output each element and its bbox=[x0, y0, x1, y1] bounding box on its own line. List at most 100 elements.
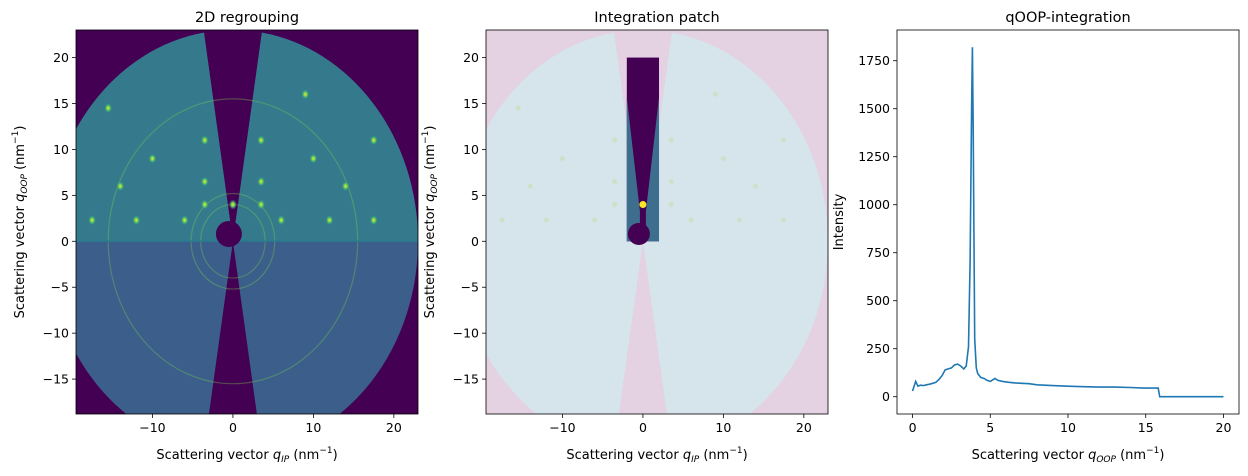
panel-integration-patch: −10 0 10 20 −15 −10 −5 0 5 10 15 20 Integration pat… bbox=[421, 10, 829, 465]
y-tick-label: −10 bbox=[43, 326, 69, 341]
x-axis-label: Scattering vector qIP (nm−1) bbox=[156, 446, 337, 465]
x-axis-label: Scattering vector qOOP (nm−1) bbox=[972, 446, 1165, 465]
diffraction-spot bbox=[277, 215, 286, 226]
axis-ticks: 0 5 10 15 20 0 250 500 750 1000 1250 1500 1750 bbox=[858, 53, 1231, 435]
faint-spot bbox=[612, 179, 618, 185]
axes-frame bbox=[485, 29, 829, 415]
y-axis-label: Scattering vector qOOP (nm−1) bbox=[11, 126, 30, 319]
x-tick-label: 0 bbox=[909, 420, 917, 435]
faint-spot bbox=[720, 156, 726, 162]
diffraction-spot bbox=[148, 153, 157, 164]
chart-title: 2D regrouping bbox=[195, 10, 299, 26]
x-tick-label: 0 bbox=[639, 420, 647, 435]
diffraction-spot bbox=[369, 215, 378, 226]
diffraction-spot bbox=[369, 135, 378, 146]
faint-spot bbox=[592, 217, 598, 223]
y-tick-label: 15 bbox=[463, 96, 479, 111]
faint-spot bbox=[781, 137, 787, 143]
x-tick-label: 15 bbox=[1138, 420, 1154, 435]
x-tick-label: 20 bbox=[1216, 420, 1232, 435]
diffraction-spot bbox=[88, 215, 97, 226]
x-tick-label: −10 bbox=[139, 420, 165, 435]
x-tick-label: 20 bbox=[386, 420, 402, 435]
diffraction-spot bbox=[104, 103, 113, 114]
diffraction-spot bbox=[180, 215, 189, 226]
faint-spot bbox=[781, 217, 787, 223]
y-tick-label: 10 bbox=[463, 142, 479, 157]
faint-spot bbox=[668, 202, 674, 208]
y-tick-label: 0 bbox=[882, 389, 890, 404]
y-tick-label: 500 bbox=[866, 293, 890, 308]
diffraction-spot bbox=[132, 215, 141, 226]
patch-image bbox=[486, 30, 828, 414]
diffraction-spot bbox=[116, 181, 125, 192]
diffraction-spot bbox=[257, 176, 266, 187]
patch-bright-spot bbox=[639, 201, 647, 209]
patch-data-left bbox=[626, 97, 640, 242]
beamstop bbox=[215, 220, 242, 247]
y-axis-label: Intensity bbox=[832, 193, 847, 250]
faint-spot bbox=[543, 217, 549, 223]
line-plot bbox=[911, 47, 1224, 398]
chart-title: Integration patch bbox=[594, 10, 719, 26]
y-tick-label: 750 bbox=[866, 245, 890, 260]
x-axis-label: Scattering vector qIP (nm−1) bbox=[566, 446, 747, 465]
y-tick-label: −15 bbox=[453, 372, 479, 387]
y-tick-label: −5 bbox=[51, 280, 69, 295]
y-tick-label: 250 bbox=[866, 341, 890, 356]
diffraction-spot bbox=[257, 199, 266, 210]
faint-spot bbox=[515, 105, 521, 111]
x-tick-label: 10 bbox=[1060, 420, 1076, 435]
axis-ticks: −10 0 10 20 −15 −10 −5 0 5 10 15 20 bbox=[453, 50, 812, 435]
y-tick-label: 20 bbox=[463, 50, 479, 65]
y-axis-label: Scattering vector qOOP (nm−1) bbox=[421, 126, 440, 319]
diffraction-spot bbox=[228, 199, 237, 210]
faint-spot bbox=[753, 183, 759, 189]
y-tick-label: −10 bbox=[453, 326, 479, 341]
x-tick-label: 0 bbox=[229, 420, 237, 435]
faint-spot bbox=[559, 156, 565, 162]
y-tick-label: 1000 bbox=[858, 197, 890, 212]
x-tick-label: 10 bbox=[715, 420, 731, 435]
scattering-image bbox=[76, 30, 418, 414]
y-tick-label: 0 bbox=[471, 234, 479, 249]
axes-frame bbox=[75, 29, 419, 415]
panel-qoop-integration: 0 5 10 15 20 0 250 500 750 1000 1250 1500 1750 qOOP-… bbox=[832, 10, 1240, 465]
diffraction-spot bbox=[309, 153, 318, 164]
faint-spot bbox=[712, 91, 718, 97]
y-tick-label: 5 bbox=[471, 188, 479, 203]
y-tick-label: 1750 bbox=[858, 53, 890, 68]
diffraction-spot bbox=[200, 135, 209, 146]
diffraction-spot bbox=[325, 215, 334, 226]
diffraction-spot bbox=[200, 199, 209, 210]
axis-ticks: −10 0 10 20 −15 −10 −5 0 5 10 15 20 bbox=[43, 50, 402, 435]
diffraction-spot bbox=[257, 135, 266, 146]
faint-spot bbox=[668, 179, 674, 185]
diffraction-spot bbox=[200, 176, 209, 187]
axes-frame bbox=[896, 29, 1240, 415]
x-tick-label: −10 bbox=[549, 420, 575, 435]
chart-title: qOOP-integration bbox=[1005, 10, 1130, 26]
y-tick-label: 15 bbox=[53, 96, 69, 111]
faint-spot bbox=[499, 217, 505, 223]
y-tick-label: 10 bbox=[53, 142, 69, 157]
panel-2d-regrouping: −10 0 10 20 −15 −10 −5 0 5 10 15 20 2D regrouping S… bbox=[11, 10, 419, 465]
y-tick-label: 1500 bbox=[858, 101, 890, 116]
y-tick-label: −5 bbox=[461, 280, 479, 295]
beamstop bbox=[627, 222, 650, 245]
upper-half-region bbox=[76, 32, 418, 242]
y-tick-label: 0 bbox=[61, 234, 69, 249]
patch-data-right bbox=[645, 97, 660, 242]
y-tick-label: 20 bbox=[53, 50, 69, 65]
faint-spot bbox=[612, 202, 618, 208]
faint-spot bbox=[612, 137, 618, 143]
faint-spot bbox=[736, 217, 742, 223]
faint-spot bbox=[688, 217, 694, 223]
faint-spot bbox=[527, 183, 533, 189]
intensity-line bbox=[911, 47, 1224, 398]
faint-spot bbox=[668, 137, 674, 143]
diffraction-spot bbox=[301, 89, 310, 100]
diffraction-spot bbox=[341, 181, 350, 192]
x-tick-label: 20 bbox=[796, 420, 812, 435]
